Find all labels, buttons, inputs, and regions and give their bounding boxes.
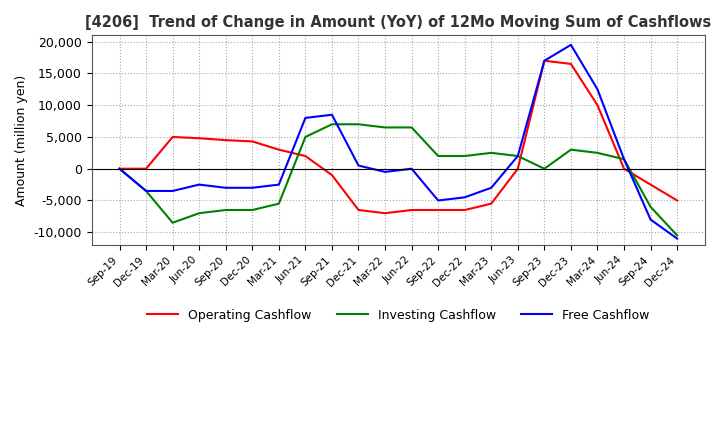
Operating Cashflow <box>168 134 177 139</box>
Operating Cashflow <box>567 61 575 66</box>
Operating Cashflow <box>274 147 283 152</box>
Free Cashflow <box>408 166 416 171</box>
Operating Cashflow <box>301 154 310 159</box>
Y-axis label: Amount (million yen): Amount (million yen) <box>15 74 28 206</box>
Free Cashflow <box>274 182 283 187</box>
Operating Cashflow <box>647 182 655 187</box>
Investing Cashflow <box>381 125 390 130</box>
Investing Cashflow <box>115 166 124 171</box>
Free Cashflow <box>672 236 681 241</box>
Investing Cashflow <box>672 233 681 238</box>
Free Cashflow <box>460 194 469 200</box>
Investing Cashflow <box>354 121 363 127</box>
Operating Cashflow <box>593 103 602 108</box>
Free Cashflow <box>647 217 655 222</box>
Investing Cashflow <box>620 157 629 162</box>
Investing Cashflow <box>434 154 443 159</box>
Investing Cashflow <box>513 154 522 159</box>
Free Cashflow <box>593 87 602 92</box>
Line: Free Cashflow: Free Cashflow <box>120 45 677 238</box>
Investing Cashflow <box>647 204 655 209</box>
Operating Cashflow <box>354 207 363 213</box>
Operating Cashflow <box>408 207 416 213</box>
Line: Operating Cashflow: Operating Cashflow <box>120 61 677 213</box>
Investing Cashflow <box>487 150 495 155</box>
Investing Cashflow <box>142 188 150 194</box>
Free Cashflow <box>115 166 124 171</box>
Operating Cashflow <box>672 198 681 203</box>
Operating Cashflow <box>620 166 629 171</box>
Free Cashflow <box>195 182 204 187</box>
Free Cashflow <box>381 169 390 175</box>
Operating Cashflow <box>142 166 150 171</box>
Investing Cashflow <box>222 207 230 213</box>
Investing Cashflow <box>593 150 602 155</box>
Operating Cashflow <box>195 136 204 141</box>
Free Cashflow <box>222 185 230 191</box>
Operating Cashflow <box>381 211 390 216</box>
Free Cashflow <box>142 188 150 194</box>
Operating Cashflow <box>328 172 336 178</box>
Investing Cashflow <box>248 207 256 213</box>
Operating Cashflow <box>513 166 522 171</box>
Operating Cashflow <box>460 207 469 213</box>
Free Cashflow <box>354 163 363 168</box>
Investing Cashflow <box>540 166 549 171</box>
Legend: Operating Cashflow, Investing Cashflow, Free Cashflow: Operating Cashflow, Investing Cashflow, … <box>142 304 654 327</box>
Free Cashflow <box>513 154 522 159</box>
Free Cashflow <box>248 185 256 191</box>
Free Cashflow <box>620 157 629 162</box>
Operating Cashflow <box>487 201 495 206</box>
Operating Cashflow <box>222 138 230 143</box>
Free Cashflow <box>487 185 495 191</box>
Operating Cashflow <box>540 58 549 63</box>
Investing Cashflow <box>274 201 283 206</box>
Investing Cashflow <box>408 125 416 130</box>
Investing Cashflow <box>168 220 177 225</box>
Operating Cashflow <box>248 139 256 144</box>
Investing Cashflow <box>460 154 469 159</box>
Free Cashflow <box>168 188 177 194</box>
Operating Cashflow <box>434 207 443 213</box>
Investing Cashflow <box>195 211 204 216</box>
Free Cashflow <box>434 198 443 203</box>
Free Cashflow <box>540 58 549 63</box>
Investing Cashflow <box>301 134 310 139</box>
Investing Cashflow <box>328 121 336 127</box>
Investing Cashflow <box>567 147 575 152</box>
Operating Cashflow <box>115 166 124 171</box>
Free Cashflow <box>567 42 575 48</box>
Line: Investing Cashflow: Investing Cashflow <box>120 124 677 235</box>
Title: [4206]  Trend of Change in Amount (YoY) of 12Mo Moving Sum of Cashflows: [4206] Trend of Change in Amount (YoY) o… <box>85 15 711 30</box>
Free Cashflow <box>301 115 310 121</box>
Free Cashflow <box>328 112 336 117</box>
